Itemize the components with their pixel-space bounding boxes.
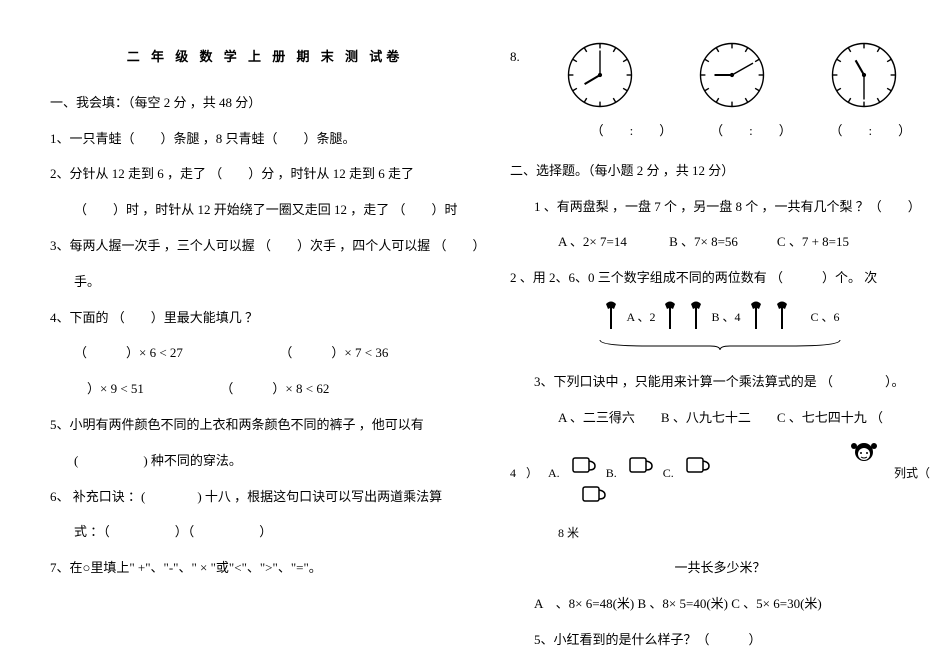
q1: 1、一只青蛙（ ）条腿 ，8 只青蛙（ ）条腿。 bbox=[50, 122, 480, 156]
s2q2-opt-a: A 、2 bbox=[626, 302, 655, 333]
q3-line2: 手。 bbox=[50, 265, 480, 299]
q4d: （ ）× 8 < 62 bbox=[220, 381, 329, 396]
s2q5: 5、小红看到的是什么样子？（ ） bbox=[510, 623, 930, 657]
eight-m: 8 米 bbox=[510, 518, 930, 549]
s2q1: 1 、有两盘梨 ，一盘 7 个 ，另一盘 8 个 ，一共有几个梨 ？（ ） bbox=[510, 190, 930, 224]
document-title: 二 年 级 数 学 上 册 期 末 测 试卷 bbox=[50, 40, 480, 74]
q4-row2: ）× 9 < 51 （ ）× 8 < 62 bbox=[50, 372, 480, 406]
stick-4 bbox=[745, 299, 767, 333]
q4b: （ ）× 7 < 36 bbox=[279, 345, 388, 360]
s2q1-opts: A 、2× 7=14 B 、7× 8=56 C 、7 + 8=15 bbox=[510, 225, 930, 259]
s2q4-c-prefix: C. bbox=[663, 458, 674, 489]
clock-3 bbox=[829, 40, 899, 110]
s2q4-num: 4 bbox=[510, 458, 516, 489]
clock-blank-1: （ : ） bbox=[591, 114, 673, 148]
q4a: （ ）× 6 < 27 bbox=[74, 345, 183, 360]
s2q4-tail: 列式（ bbox=[894, 458, 930, 489]
q5-line1: 5、小明有两件颜色不同的上衣和两条颜色不同的裤子 ，他可以有 bbox=[50, 408, 480, 442]
section1-heading: 一、我会填：（每空 2 分 ，共 48 分） bbox=[50, 86, 480, 120]
clock-blank-3: （ : ） bbox=[829, 114, 911, 148]
cup-d-icon bbox=[580, 483, 606, 518]
cup-b-icon bbox=[627, 454, 653, 489]
section2-heading: 二、选择题。（每小题 2 分 ，共 12 分） bbox=[510, 154, 930, 188]
q8-number: 8. bbox=[510, 40, 534, 74]
s2q4-opts: A 、8× 6=48(米) B 、8× 5=40(米) C 、5× 6=30(米… bbox=[510, 587, 930, 621]
girl-icon bbox=[844, 436, 884, 489]
s2q3: 3、下列口诀中 ，只能用来计算一个乘法算式的是 （ ）。 bbox=[510, 365, 930, 399]
s2q4-paren: ） bbox=[526, 458, 538, 489]
stick-3 bbox=[685, 299, 707, 333]
sticks-brace bbox=[510, 329, 930, 363]
right-column: 8. bbox=[510, 40, 930, 657]
clock-1 bbox=[565, 40, 635, 110]
q7: 7、在○里填上" +"、"-"、" × "或"<"、">"、"="。 bbox=[50, 551, 480, 585]
q4c: ）× 9 < 51 bbox=[74, 381, 144, 396]
s2q4-a-prefix: A. bbox=[548, 458, 560, 489]
q6-line1: 6、 补充口诀 ：( ) 十八 ，根据这句口诀可以写出两道乘法算 bbox=[50, 480, 480, 514]
q3-line1: 3、每两人握一次手 ，三个人可以握 （ ）次手 ，四个人可以握 （ ） bbox=[50, 229, 480, 263]
q6-line2: 式 ：（ ）（ ） bbox=[50, 515, 480, 549]
q4: 4、下面的 （ ）里最大能填几 ？ bbox=[50, 301, 480, 335]
q2-line1: 2、分针从 12 走到 6 ，走了 （ ）分 ，时针从 12 走到 6 走了 bbox=[50, 157, 480, 191]
stick-1 bbox=[600, 299, 622, 333]
clock-blank-2: （ : ） bbox=[710, 114, 792, 148]
q5-line2: ( ) 种不同的穿法。 bbox=[50, 444, 480, 478]
clocks-row bbox=[534, 40, 930, 110]
s2q4-b-prefix: B. bbox=[606, 458, 617, 489]
s2q2-opt-c: C 、6 bbox=[811, 302, 840, 333]
s2q2-opt-b: B 、4 bbox=[711, 302, 740, 333]
length-question: 一共长多少米？ bbox=[510, 551, 930, 585]
q2-line2: （ ）时 ，时针从 12 开始绕了一圈又走回 12 ，走了 （ ）时 bbox=[50, 193, 480, 227]
clock-blanks-row: （ : ） （ : ） （ : ） bbox=[510, 114, 930, 148]
cup-c-icon bbox=[684, 454, 710, 489]
stick-5 bbox=[771, 299, 793, 333]
s2q3-opts: A 、二三得六 B 、八九七十二 C 、七七四十九 （ bbox=[510, 401, 930, 435]
stick-2 bbox=[659, 299, 681, 333]
clock-2 bbox=[697, 40, 767, 110]
cups-row: 4 ） A. B. C. 列式（ bbox=[510, 436, 930, 489]
sticks-row: A 、2 B 、4 C 、6 bbox=[510, 299, 930, 333]
s2q2: 2 、用 2、6、0 三个数字组成不同的两位数有 （ ）个。 次 bbox=[510, 261, 930, 295]
left-column: 二 年 级 数 学 上 册 期 末 测 试卷 一、我会填：（每空 2 分 ，共 … bbox=[50, 40, 480, 657]
q4-row1: （ ）× 6 < 27 （ ）× 7 < 36 bbox=[50, 336, 480, 370]
